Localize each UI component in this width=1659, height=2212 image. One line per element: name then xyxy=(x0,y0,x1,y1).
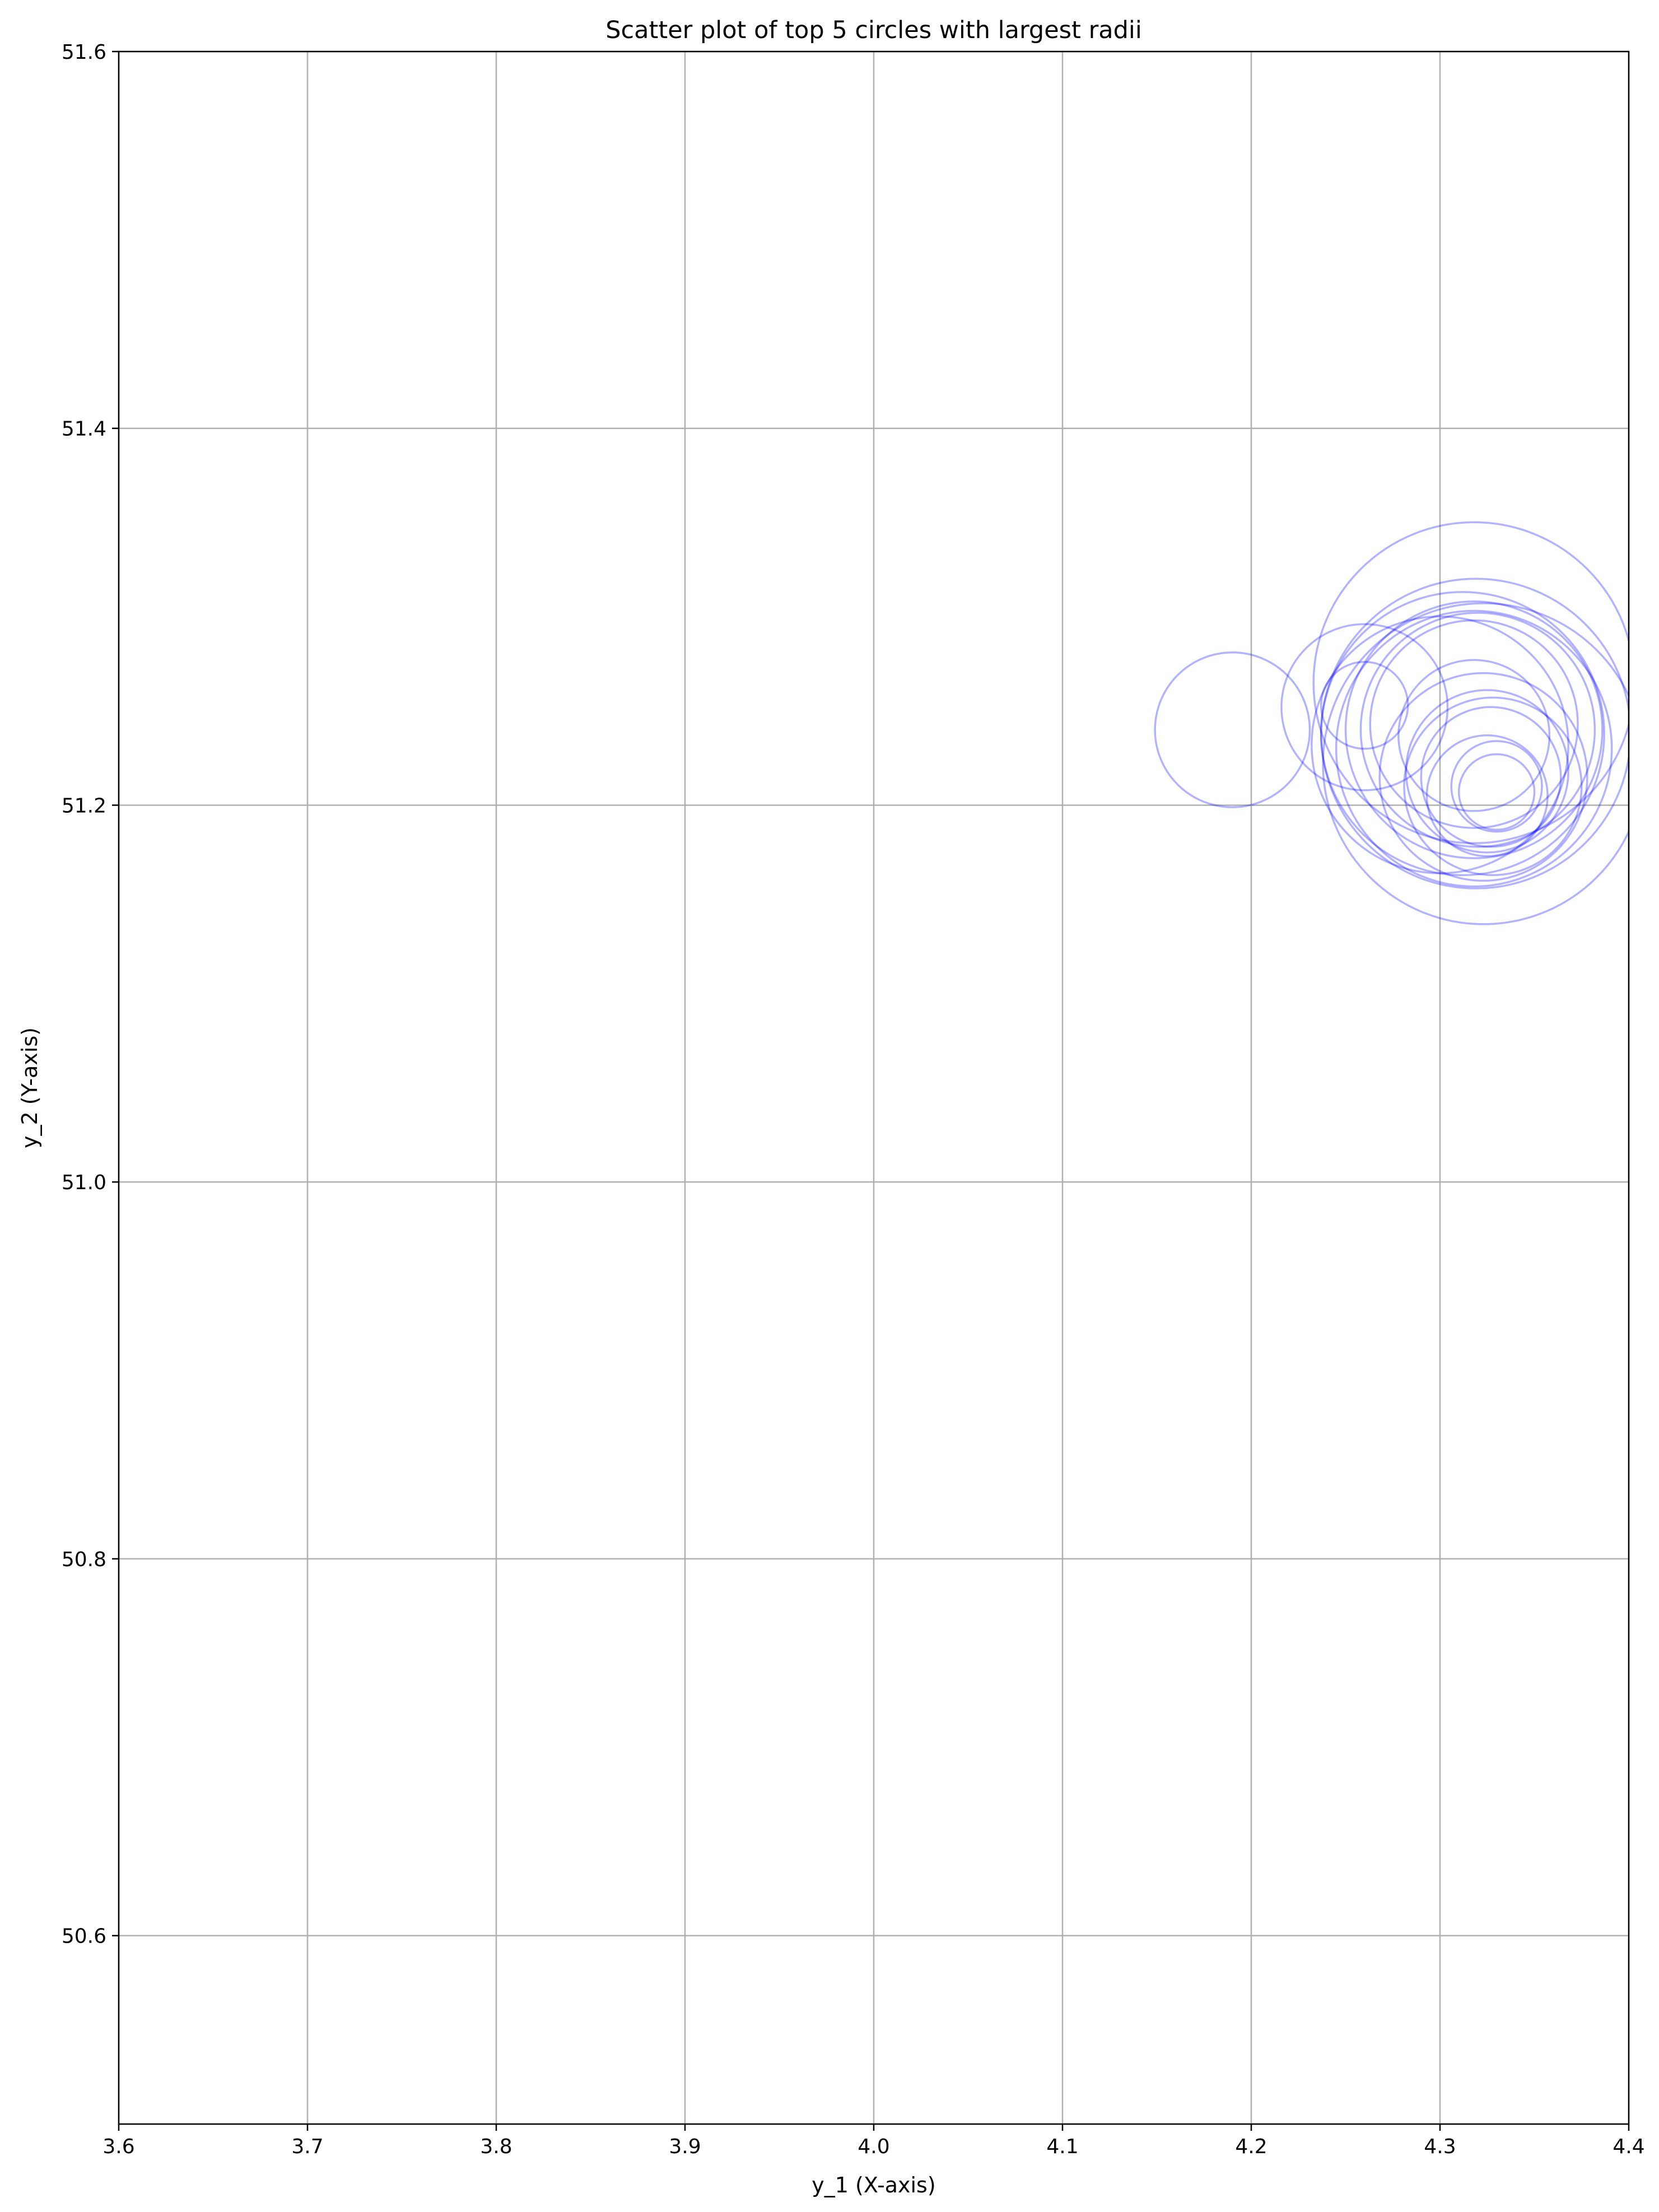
data-circle xyxy=(1322,602,1629,925)
chart-title: Scatter plot of top 5 circles with large… xyxy=(605,16,1142,44)
x-tick-label: 3.9 xyxy=(669,2135,701,2158)
data-circle xyxy=(1425,734,1549,858)
y-tick-label: 51.6 xyxy=(62,41,106,64)
data-circle xyxy=(1405,689,1569,854)
y-tick-label: 51.2 xyxy=(62,794,106,817)
x-tick-label: 3.6 xyxy=(102,2135,134,2158)
data-circle xyxy=(1320,591,1605,877)
data-circle xyxy=(1378,672,1588,882)
data-circle xyxy=(1457,753,1536,831)
x-tick-label: 4.4 xyxy=(1613,2135,1644,2158)
data-circle xyxy=(1320,660,1409,750)
y-tick-label: 50.6 xyxy=(62,1925,106,1948)
x-tick-label: 3.8 xyxy=(480,2135,512,2158)
y-tick-label: 51.0 xyxy=(62,1171,106,1194)
data-circle xyxy=(1369,619,1579,829)
axis-ticks: 3.6 3.7 3.8 3.9 4.0 4.1 4.2 4.3 4.4 50.6 50.8 51.0 5… xyxy=(62,41,1645,2158)
data-circle xyxy=(1311,615,1569,874)
x-tick-label: 4.0 xyxy=(858,2135,889,2158)
data-circle xyxy=(1397,659,1551,812)
data-circle xyxy=(1320,578,1629,890)
data-circle xyxy=(1154,651,1311,808)
x-tick-label: 4.1 xyxy=(1046,2135,1078,2158)
y-tick-label: 51.4 xyxy=(62,418,106,441)
x-tick-label: 4.2 xyxy=(1235,2135,1267,2158)
x-tick-label: 3.7 xyxy=(291,2135,323,2158)
data-circle xyxy=(1312,521,1629,844)
data-circle xyxy=(1335,609,1613,888)
data-circle xyxy=(1450,740,1543,833)
data-circle xyxy=(1359,612,1596,848)
data-circle xyxy=(1344,600,1604,859)
data-circle xyxy=(1420,706,1562,848)
x-axis-label: y_1 (X-axis) xyxy=(812,2173,935,2197)
y-axis-label: y_2 (Y-axis) xyxy=(17,1027,42,1148)
y-tick-label: 50.8 xyxy=(62,1548,106,1571)
circle-series xyxy=(1154,521,1629,925)
x-tick-label: 4.3 xyxy=(1424,2135,1456,2158)
grid xyxy=(118,50,1630,2124)
data-circle xyxy=(1403,696,1583,876)
data-circle xyxy=(1280,623,1449,791)
